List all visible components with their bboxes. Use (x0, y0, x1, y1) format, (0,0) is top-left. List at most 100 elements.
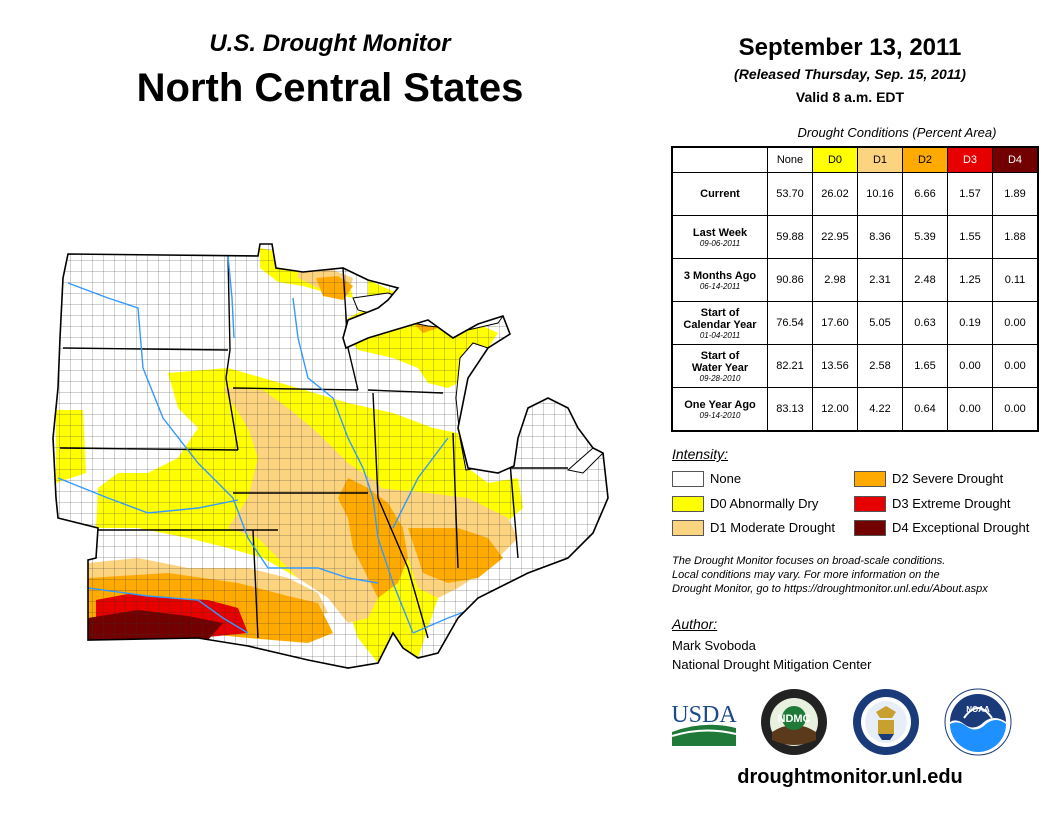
table-row: Start of Calendar Year 01-04-2011 76.54 17.6… (671, 301, 1039, 345)
legend-swatch (672, 471, 704, 487)
legend-swatch (672, 520, 704, 536)
state-border-wi-il (367, 389, 444, 394)
cell-value: 0.63 (902, 301, 948, 345)
legend-swatch (854, 496, 886, 512)
noaa-logo-text: NOAA (966, 705, 990, 714)
row-label: Start of Calendar Year 01-04-2011 (671, 301, 768, 345)
legend-label: D3 Extreme Drought (892, 496, 1011, 511)
release-date: (Released Thursday, Sep. 15, 2011) (734, 66, 966, 82)
row-label: Start of Water Year 09-28-2010 (671, 344, 768, 388)
map-date: September 13, 2011 (738, 34, 962, 61)
legend-swatch (854, 471, 886, 487)
cell-value: 1.89 (992, 172, 1039, 216)
cell-value: 2.48 (902, 258, 948, 302)
row-label: Current (671, 172, 768, 216)
col-d2: D2 (902, 146, 948, 173)
noaa-logo: NOAA (944, 688, 1012, 756)
state-border-dakotas-mn (225, 255, 239, 451)
author-name: Mark Svoboda (672, 638, 756, 653)
cell-value: 53.70 (767, 172, 813, 216)
cell-value: 6.66 (902, 172, 948, 216)
table-row: Current 53.70 26.02 10.16 6.66 1.57 1.89 (671, 172, 1039, 216)
website-url[interactable]: droughtmonitor.unl.edu (737, 766, 963, 788)
cell-value: 8.36 (857, 215, 903, 259)
legend-label: D2 Severe Drought (892, 471, 1004, 486)
cell-value: 90.86 (767, 258, 813, 302)
legend-swatch (672, 496, 704, 512)
cell-value: 82.21 (767, 344, 813, 388)
cell-value: 2.58 (857, 344, 903, 388)
drought-map (52, 243, 609, 669)
ndmc-logo-text: NDMC (778, 713, 811, 725)
state-border-il-in (452, 432, 459, 569)
platte-river (57, 477, 239, 514)
row-label-line1: 3 Months Ago (683, 269, 757, 282)
row-label-line1: Start of (700, 349, 740, 362)
note-line-2: Local conditions may vary. For more info… (672, 569, 940, 581)
row-label-line2: Water Year (691, 361, 749, 374)
cell-value: 0.19 (947, 301, 993, 345)
mississippi-river (292, 297, 414, 634)
arkansas-river (87, 587, 249, 634)
cell-value: 76.54 (767, 301, 813, 345)
red-river (227, 255, 235, 339)
cell-value: 1.57 (947, 172, 993, 216)
missouri-river (67, 282, 379, 584)
col-none: None (767, 146, 813, 173)
cell-value: 13.56 (812, 344, 858, 388)
legend-label: D1 Moderate Drought (710, 520, 836, 535)
cell-value: 0.00 (947, 344, 993, 388)
row-label-line1: Current (700, 188, 740, 200)
cell-value: 17.60 (812, 301, 858, 345)
cell-value: 0.11 (992, 258, 1039, 302)
row-label-line1: Start of (700, 306, 740, 319)
row-label-line1: One Year Ago (684, 398, 756, 411)
cell-value: 26.02 (812, 172, 858, 216)
cell-value: 0.00 (992, 344, 1039, 388)
state-border-mn-ia (232, 387, 359, 391)
lake-superior (352, 292, 504, 331)
d0-lower-michigan (488, 378, 513, 406)
row-date: 09-28-2010 (699, 373, 741, 383)
table-row: Start of Water Year 09-28-2010 82.21 13.56 2.… (671, 344, 1039, 388)
valid-time: Valid 8 a.m. EDT (795, 89, 905, 105)
cell-value: 5.39 (902, 215, 948, 259)
row-label: 3 Months Ago 06-14-2011 (671, 258, 768, 302)
ndmc-logo: NDMC (761, 689, 827, 755)
row-label: Last Week 09-06-2011 (671, 215, 768, 259)
cell-value: 1.55 (947, 215, 993, 259)
table-corner (672, 147, 768, 173)
col-d3: D3 (947, 146, 993, 173)
legend-swatch (854, 520, 886, 536)
cell-value: 0.00 (992, 387, 1039, 432)
row-label: One Year Ago 09-14-2010 (671, 387, 768, 432)
cell-value: 5.05 (857, 301, 903, 345)
illinois-river (392, 437, 449, 529)
legend-label: D0 Abnormally Dry (710, 496, 819, 511)
table-row: Last Week 09-06-2011 59.88 22.95 8.36 5.39 1.5… (671, 215, 1039, 259)
state-border-mn-wi (342, 267, 359, 391)
cell-value: 10.16 (857, 172, 903, 216)
disclaimer-note: The Drought Monitor focuses on broad-sca… (672, 554, 1042, 596)
row-label-line1: Last Week (692, 226, 748, 239)
legend-label: None (710, 471, 742, 486)
table-row: 3 Months Ago 06-14-2011 90.86 2.98 2.31 2.48 1… (671, 258, 1039, 302)
note-line-3: Drought Monitor, go to https://droughtmo… (672, 583, 988, 595)
table-row: One Year Ago 09-14-2010 83.13 12.00 4.22 0.64… (671, 387, 1039, 432)
cell-value: 2.98 (812, 258, 858, 302)
row-date: 01-04-2011 (699, 330, 741, 340)
state-borders (59, 255, 568, 639)
state-border-il-mo (372, 392, 429, 639)
row-date: 09-06-2011 (699, 238, 741, 248)
row-date: 09-14-2010 (699, 410, 741, 420)
row-label-line2: Calendar Year (683, 318, 757, 331)
cell-value: 4.22 (857, 387, 903, 432)
author-org: National Drought Mitigation Center (672, 657, 872, 672)
legend-title: Intensity: (672, 446, 729, 462)
col-d4: D4 (992, 146, 1039, 173)
cell-value: 83.13 (767, 387, 813, 432)
cell-value: 1.88 (992, 215, 1039, 259)
table-header-row: None D0 D1 D2 D3 D4 (672, 146, 1039, 173)
state-border-sd-ne (59, 447, 239, 451)
state-border-nd-sd (62, 347, 229, 351)
